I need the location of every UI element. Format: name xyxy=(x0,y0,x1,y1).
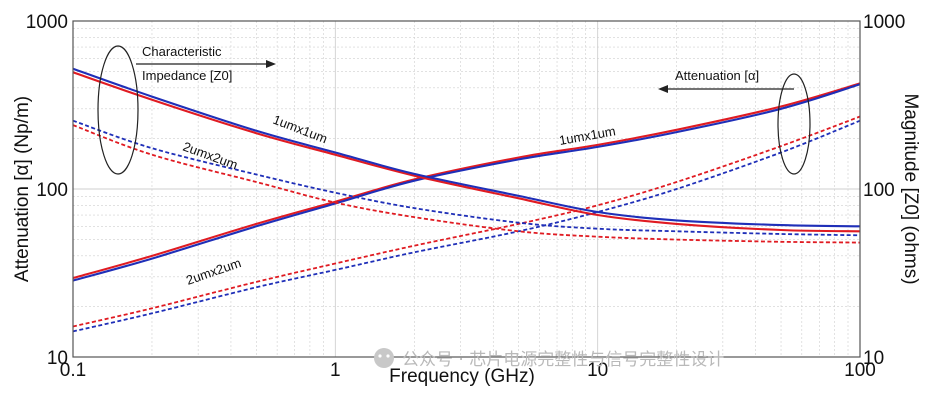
x-axis-title: Frequency (GHz) xyxy=(389,366,535,387)
impedance-arrowhead xyxy=(266,60,276,68)
series-attenuation-2umx2um-red-dashed xyxy=(72,115,861,328)
series-impedance-2umx2um-red-dashed xyxy=(72,124,861,244)
y-tick-label-left: 1000 xyxy=(26,12,68,33)
wechat-icon-eye-2 xyxy=(386,354,390,358)
series-attenuation-1umx1um-blue-solid xyxy=(72,83,861,282)
watermark-text: 公众号 · 芯片电源完整性与信号完整性设计 xyxy=(402,350,724,370)
attenuation-ellipse xyxy=(777,73,811,175)
impedance-ellipse xyxy=(97,45,139,175)
series-impedance-2umx2um-blue-dashed xyxy=(72,119,861,237)
plot-frame xyxy=(72,20,861,358)
y-tick-label-right: 10 xyxy=(863,348,884,369)
x-tick-label: 1 xyxy=(330,360,341,381)
watermark: 公众号 · 芯片电源完整性与信号完整性设计 xyxy=(374,348,724,370)
annotation-impedance-line2: Impedance [Z0] xyxy=(142,68,232,83)
x-tick-label: 100 xyxy=(844,360,876,381)
y-tick-label-left: 100 xyxy=(36,180,68,201)
annotation-attenuation: Attenuation [α] xyxy=(675,68,759,83)
label-attenuation-2um: 2umx2um xyxy=(184,255,243,288)
annotation-impedance-line1: Characteristic xyxy=(142,44,222,59)
series-group xyxy=(72,67,861,333)
label-impedance-1um: 1umx1um xyxy=(271,112,330,146)
wechat-icon xyxy=(374,348,394,368)
y-axis-title-left: Attenuation [α] (Np/m) xyxy=(12,96,33,282)
y-tick-label-right: 100 xyxy=(863,180,895,201)
attenuation-arrowhead xyxy=(658,85,668,93)
grid xyxy=(72,21,860,358)
series-attenuation-1umx1um-red-solid xyxy=(72,82,861,280)
wechat-icon-eye xyxy=(378,354,382,358)
series-impedance-1umx1um-blue-solid xyxy=(72,67,861,228)
series-attenuation-2umx2um-blue-dashed xyxy=(72,119,861,333)
label-impedance-2um: 2umx2um xyxy=(181,139,240,173)
series-impedance-1umx1um-red-solid xyxy=(72,71,861,233)
x-tick-label: 10 xyxy=(587,360,608,381)
y-tick-label-left: 10 xyxy=(47,348,68,369)
y-tick-label-right: 1000 xyxy=(863,12,905,33)
y-axis-title-right: Magnitude [Z0] (ohms) xyxy=(900,93,921,284)
x-tick-label: 0.1 xyxy=(60,360,86,381)
